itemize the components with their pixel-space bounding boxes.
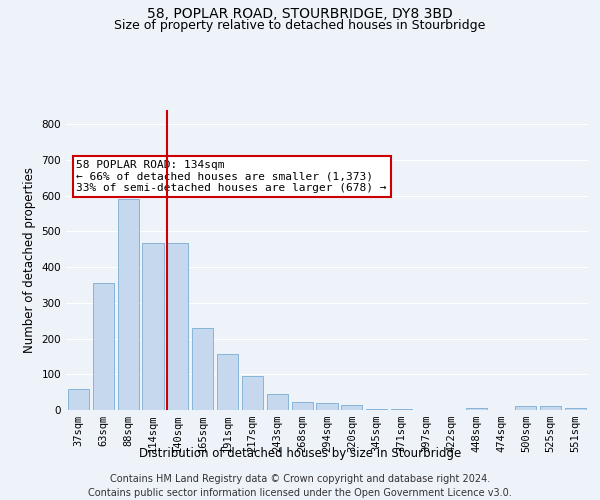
- Bar: [68, 390, 89, 410]
- Y-axis label: Number of detached properties: Number of detached properties: [23, 167, 36, 353]
- Bar: [142, 243, 164, 410]
- Text: 58 POPLAR ROAD: 134sqm
← 66% of detached houses are smaller (1,373)
33% of semi-: 58 POPLAR ROAD: 134sqm ← 66% of detached…: [76, 160, 387, 192]
- Bar: [515, 406, 536, 410]
- Bar: [565, 408, 586, 410]
- Bar: [341, 404, 362, 410]
- Bar: [118, 200, 139, 410]
- Bar: [167, 243, 188, 410]
- Bar: [192, 328, 213, 410]
- Bar: [267, 394, 288, 410]
- Bar: [540, 406, 561, 410]
- Text: Size of property relative to detached houses in Stourbridge: Size of property relative to detached ho…: [115, 19, 485, 32]
- Bar: [466, 408, 487, 410]
- Bar: [366, 409, 387, 410]
- Bar: [292, 402, 313, 410]
- Bar: [93, 282, 114, 410]
- Bar: [217, 354, 238, 410]
- Text: Distribution of detached houses by size in Stourbridge: Distribution of detached houses by size …: [139, 448, 461, 460]
- Text: 58, POPLAR ROAD, STOURBRIDGE, DY8 3BD: 58, POPLAR ROAD, STOURBRIDGE, DY8 3BD: [147, 8, 453, 22]
- Bar: [242, 376, 263, 410]
- Bar: [316, 403, 338, 410]
- Text: Contains HM Land Registry data © Crown copyright and database right 2024.
Contai: Contains HM Land Registry data © Crown c…: [88, 474, 512, 498]
